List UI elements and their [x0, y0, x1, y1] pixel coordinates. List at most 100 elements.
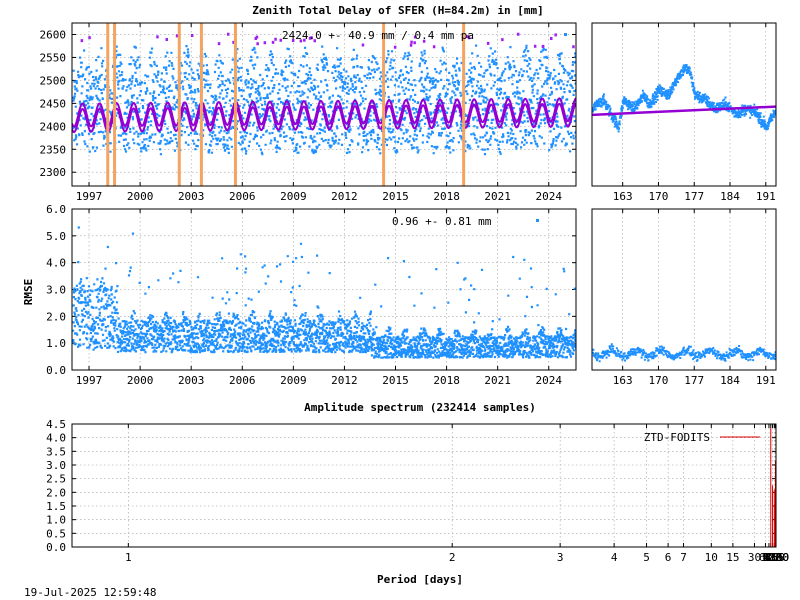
x-tick-label: 15 — [726, 551, 739, 564]
y-tick-label: 2.5 — [46, 473, 66, 486]
x-tick-label: 183 — [763, 551, 783, 564]
ztd-legend-marker — [564, 33, 567, 36]
rmse-point-cloud — [72, 226, 576, 359]
ztd-zoom-model — [592, 105, 776, 117]
rmse-zoom-panel: 163 170 177 184 191 — [591, 208, 777, 387]
y-tick-label: 4.5 — [46, 418, 66, 431]
x-tick-label: 184 — [720, 374, 740, 387]
plot-frame — [591, 208, 777, 371]
seasonal-model-upper — [72, 97, 576, 128]
x-tick-label: 177 — [684, 190, 704, 203]
ztd-point-cloud — [72, 44, 576, 156]
y-tick-label: 0.0 — [46, 364, 66, 377]
y-tick-label: 0.5 — [46, 527, 66, 540]
plot-frame — [71, 423, 777, 548]
footer-timestamp: 19-Jul-2025 12:59:48 — [24, 586, 156, 599]
x-tick-label: 2021 — [484, 190, 511, 203]
x-tick-label: 91 — [762, 551, 775, 564]
x-tick-label: 177 — [684, 374, 704, 387]
x-tick-label: 2009 — [280, 190, 307, 203]
y-tick-label: 1.0 — [46, 337, 66, 350]
y-tick-label: 2450 — [40, 97, 67, 110]
ztd-zoom-points — [592, 64, 776, 133]
y-tick-label: 4.0 — [46, 257, 66, 270]
x-tick-label: 191 — [756, 190, 776, 203]
x-tick-label: 2003 — [178, 374, 205, 387]
spectrum-xlabel: Period [days] — [377, 573, 463, 586]
x-tick-label: 365 — [764, 551, 784, 564]
spectrum-legend: ZTD-FODITS — [644, 431, 760, 444]
y-tick-label: 3.0 — [46, 284, 66, 297]
x-tick-label: 191 — [756, 374, 776, 387]
x-tick-label: 6 — [665, 551, 672, 564]
x-tick-label: 163 — [613, 190, 633, 203]
x-tick-label: 61 — [759, 551, 772, 564]
x-tick-label: 2009 — [280, 374, 307, 387]
x-tick-label: 1997 — [76, 190, 103, 203]
y-tick-label: 3.5 — [46, 445, 66, 458]
y-tick-label: 1.0 — [46, 514, 66, 527]
x-tick-label: 1 — [125, 551, 132, 564]
y-tick-label: 6.0 — [46, 203, 66, 216]
x-tick-label: 2000 — [127, 374, 154, 387]
x-tick-label: 2015 — [382, 190, 409, 203]
y-tick-label: 3.0 — [46, 459, 66, 472]
x-tick-label: 2006 — [229, 374, 256, 387]
ztd-zoom-point-cloud — [592, 64, 776, 133]
rmse-points — [72, 226, 576, 359]
x-tick-label: 170 — [649, 374, 669, 387]
y-tick-label: 4.0 — [46, 432, 66, 445]
x-tick-label: 5 — [643, 551, 650, 564]
x-tick-label: 122 — [761, 551, 781, 564]
x-tick-label: 2006 — [229, 190, 256, 203]
x-tick-label: 10 — [705, 551, 718, 564]
x-tick-label: 7 — [680, 551, 687, 564]
rmse-zoom-points — [592, 343, 776, 363]
x-tick-label: 2018 — [433, 190, 460, 203]
y-tick-label: 1.5 — [46, 500, 66, 513]
x-tick-label: 1997 — [76, 374, 103, 387]
x-tick-label: 2000 — [127, 190, 154, 203]
rmse-zoom-point-cloud — [592, 343, 776, 363]
x-tick-label: 2190 — [763, 551, 790, 564]
rmse-legend-marker — [536, 219, 539, 222]
x-tick-label: 730 — [765, 551, 785, 564]
y-tick-label: 2.0 — [46, 486, 66, 499]
y-tick-label: 2500 — [40, 74, 67, 87]
figure-title: Zenith Total Delay of SFER (H=84.2m) in … — [252, 4, 543, 17]
rmse-ylabel: RMSE — [22, 279, 35, 306]
x-tick-label: 170 — [649, 190, 669, 203]
spectrum-legend-label: ZTD-FODITS — [644, 431, 710, 444]
plot-frame — [71, 22, 577, 187]
plot-frame — [591, 22, 777, 187]
x-tick-label: 2015 — [382, 374, 409, 387]
x-tick-label: 4 — [611, 551, 618, 564]
x-tick-label: 2012 — [331, 374, 358, 387]
spectrum-panel: 1 2 3 4 5 6 7 10 15 30619112218336573021904380876… — [46, 418, 789, 564]
rmse-annotation: 0.96 +- 0.81 mm — [392, 215, 492, 228]
y-tick-label: 2550 — [40, 51, 67, 64]
y-tick-label: 2350 — [40, 143, 67, 156]
y-tick-label: 2400 — [40, 120, 67, 133]
ztd-zoom-panel: 163 170 177 184 191 — [591, 22, 777, 203]
spectrum-trace — [770, 428, 776, 547]
x-tick-label: 2024 — [536, 374, 563, 387]
x-tick-label: 2012 — [331, 190, 358, 203]
x-tick-label: 2003 — [178, 190, 205, 203]
ztd-points — [72, 23, 576, 186]
plot-frame — [71, 208, 577, 371]
x-tick-label: 184 — [720, 190, 740, 203]
x-tick-label: 163 — [613, 374, 633, 387]
spectrum-title: Amplitude spectrum (232414 samples) — [304, 401, 536, 414]
x-tick-label: 2018 — [433, 374, 460, 387]
y-tick-label: 5.0 — [46, 230, 66, 243]
y-tick-label: 2.0 — [46, 310, 66, 323]
x-tick-label: 2021 — [484, 374, 511, 387]
x-tick-label: 8760 — [763, 551, 790, 564]
seasonal-model-lower — [72, 102, 576, 134]
y-tick-label: 0.0 — [46, 541, 66, 554]
y-tick-label: 2300 — [40, 166, 67, 179]
x-tick-label: 2 — [449, 551, 456, 564]
ztd-main-panel: 1997 2000 2003 2006 2009 2012 2015 2018 2021 2024… — [40, 22, 577, 203]
